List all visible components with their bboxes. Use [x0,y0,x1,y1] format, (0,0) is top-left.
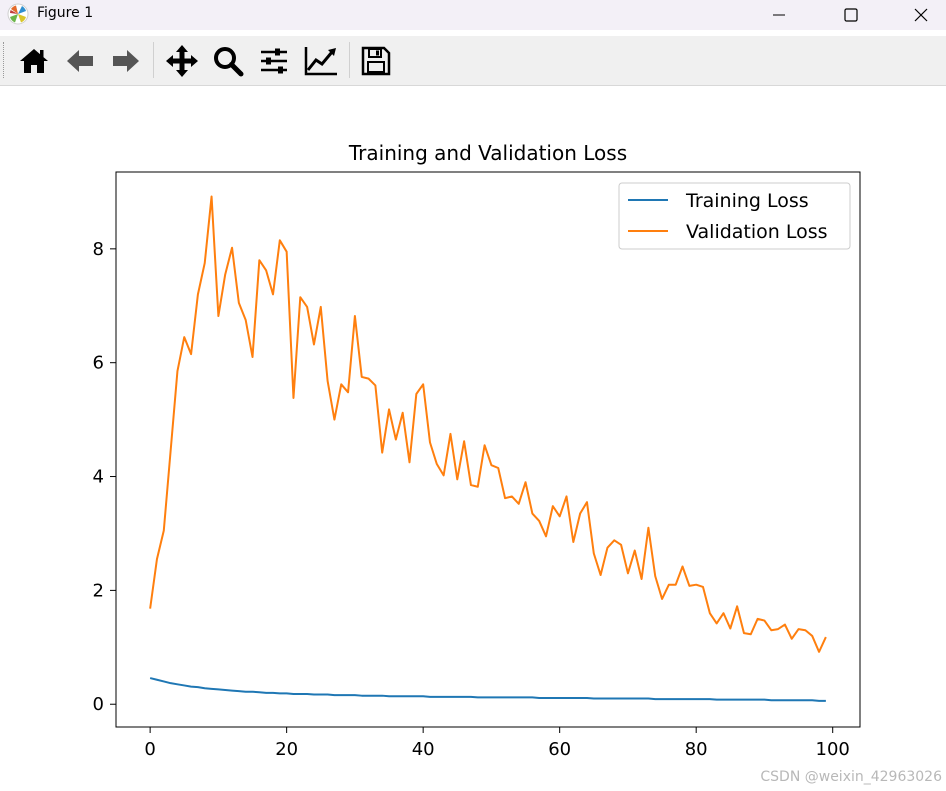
back-arrow-icon [67,50,93,72]
configure-subplots-icon [261,48,287,74]
plot-area-frame [115,171,861,728]
zoom-button[interactable] [210,43,246,79]
edit-axis-icon [304,47,337,76]
toolbar-separator [349,42,350,78]
legend-label-validation-loss: Validation Loss [686,221,828,243]
close-icon [914,8,928,22]
legend-frame [618,182,851,250]
close-button[interactable] [898,0,944,30]
x-tick-label: 0 [144,739,155,760]
y-tick-label: 4 [93,467,104,488]
series-line-validation-loss [149,195,827,653]
edit-axis-button[interactable] [303,43,339,79]
maximize-button[interactable] [828,0,874,30]
home-button[interactable] [16,43,52,79]
x-axis: 0 20 40 60 80 100 [144,727,850,760]
maximize-icon [844,8,858,22]
x-tick-label: 40 [412,739,435,760]
x-tick-label: 20 [275,739,298,760]
y-tick-label: 6 [93,353,104,374]
save-icon [361,46,391,76]
window-title: Figure 1 [37,5,94,21]
forward-button[interactable] [108,43,144,79]
legend: Training Loss Validation Loss [618,182,851,250]
series-layer [149,195,827,702]
y-tick-label: 0 [93,694,104,715]
x-tick-label: 60 [548,739,571,760]
line-chart: Training and Validation Loss 0 20 40 60 80 10… [93,141,861,760]
series-line-training-loss [149,677,826,702]
pan-icon [166,45,198,77]
figure-canvas[interactable]: Training and Validation Loss 0 20 40 60 80 10… [0,86,946,791]
pan-button[interactable] [164,43,200,79]
toolbar-separator [153,42,154,78]
save-button[interactable] [358,43,394,79]
y-tick-label: 8 [93,239,104,260]
home-icon [20,49,48,73]
title-bar: Figure 1 [0,0,946,30]
legend-label-training-loss: Training Loss [685,190,809,212]
zoom-icon [214,47,244,77]
y-tick-label: 2 [93,580,104,601]
navigation-toolbar [0,36,946,86]
minimize-icon [773,14,785,16]
back-button[interactable] [62,43,98,79]
matplotlib-logo-icon [7,3,29,25]
watermark: CSDN @weixin_42963026 [760,769,942,785]
x-tick-label: 100 [816,739,850,760]
configure-subplots-button[interactable] [256,43,292,79]
toolbar-grip [3,42,7,78]
chart-title: Training and Validation Loss [348,141,627,165]
y-axis: 0 2 4 6 8 [93,239,116,715]
forward-arrow-icon [113,50,139,72]
minimize-button[interactable] [756,0,802,30]
x-tick-label: 80 [685,739,708,760]
